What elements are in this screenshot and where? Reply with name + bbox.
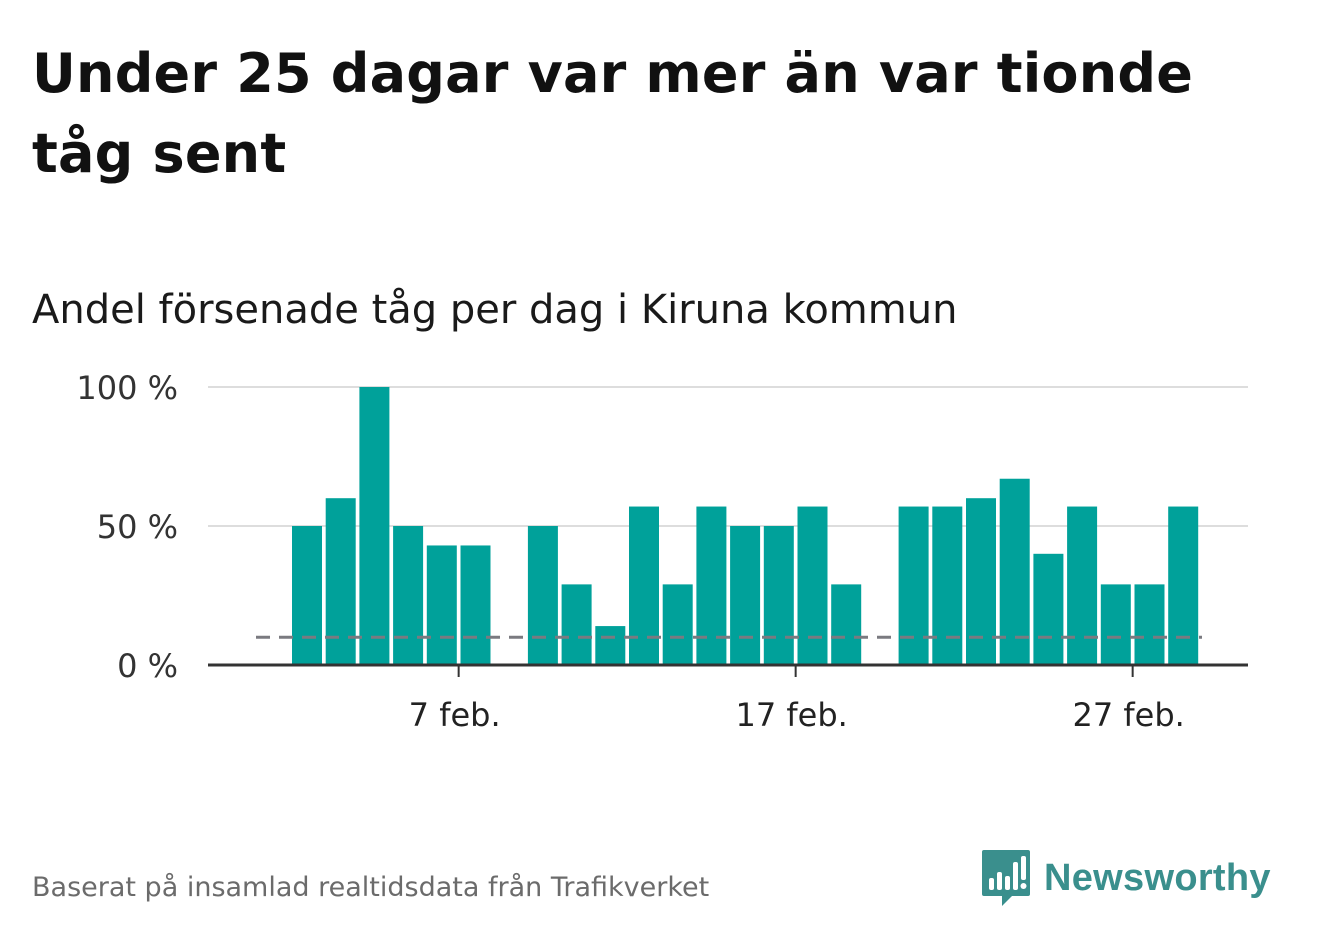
bar xyxy=(292,526,322,665)
bar xyxy=(730,526,761,665)
bar-chart: 0 % 50 % 100 % 7 feb. 17 feb. 27 feb. xyxy=(76,369,1248,734)
bar xyxy=(595,626,626,665)
brand-logo: Newsworthy xyxy=(980,848,1271,908)
bar xyxy=(797,506,828,665)
bar xyxy=(1134,584,1165,665)
bar xyxy=(898,506,929,665)
x-tick-label: 27 feb. xyxy=(1072,696,1184,734)
bar xyxy=(662,584,693,665)
source-note: Baserat på insamlad realtidsdata från Tr… xyxy=(32,872,710,903)
brand-name: Newsworthy xyxy=(1044,856,1271,899)
bar xyxy=(629,506,659,665)
bar xyxy=(932,506,963,665)
bar xyxy=(359,387,390,665)
bar xyxy=(999,478,1030,665)
bar xyxy=(527,526,558,665)
bar xyxy=(393,526,424,665)
bar xyxy=(966,498,996,665)
bar xyxy=(1067,506,1098,665)
bar xyxy=(426,545,457,665)
y-tick-label: 50 % xyxy=(97,508,178,546)
bar xyxy=(1168,506,1199,665)
x-tick-label: 7 feb. xyxy=(409,696,501,734)
y-tick-label: 0 % xyxy=(117,647,178,685)
bar xyxy=(1033,553,1064,665)
y-tick-label: 100 % xyxy=(76,369,178,407)
bar xyxy=(696,506,727,665)
bar xyxy=(325,498,356,665)
chart-subtitle: Andel försenade tåg per dag i Kiruna kom… xyxy=(32,287,958,333)
bar xyxy=(460,545,491,665)
bar xyxy=(763,526,794,665)
newsworthy-chart-bubble-icon xyxy=(982,850,1030,906)
x-tick-label: 17 feb. xyxy=(735,696,847,734)
axes: 0 % 50 % 100 % 7 feb. 17 feb. 27 feb. xyxy=(76,369,1248,734)
chart-title: Under 25 dagar var mer än var tionde tåg… xyxy=(32,42,1194,185)
bar xyxy=(561,584,592,665)
bar xyxy=(831,584,862,665)
bar xyxy=(1100,584,1131,665)
